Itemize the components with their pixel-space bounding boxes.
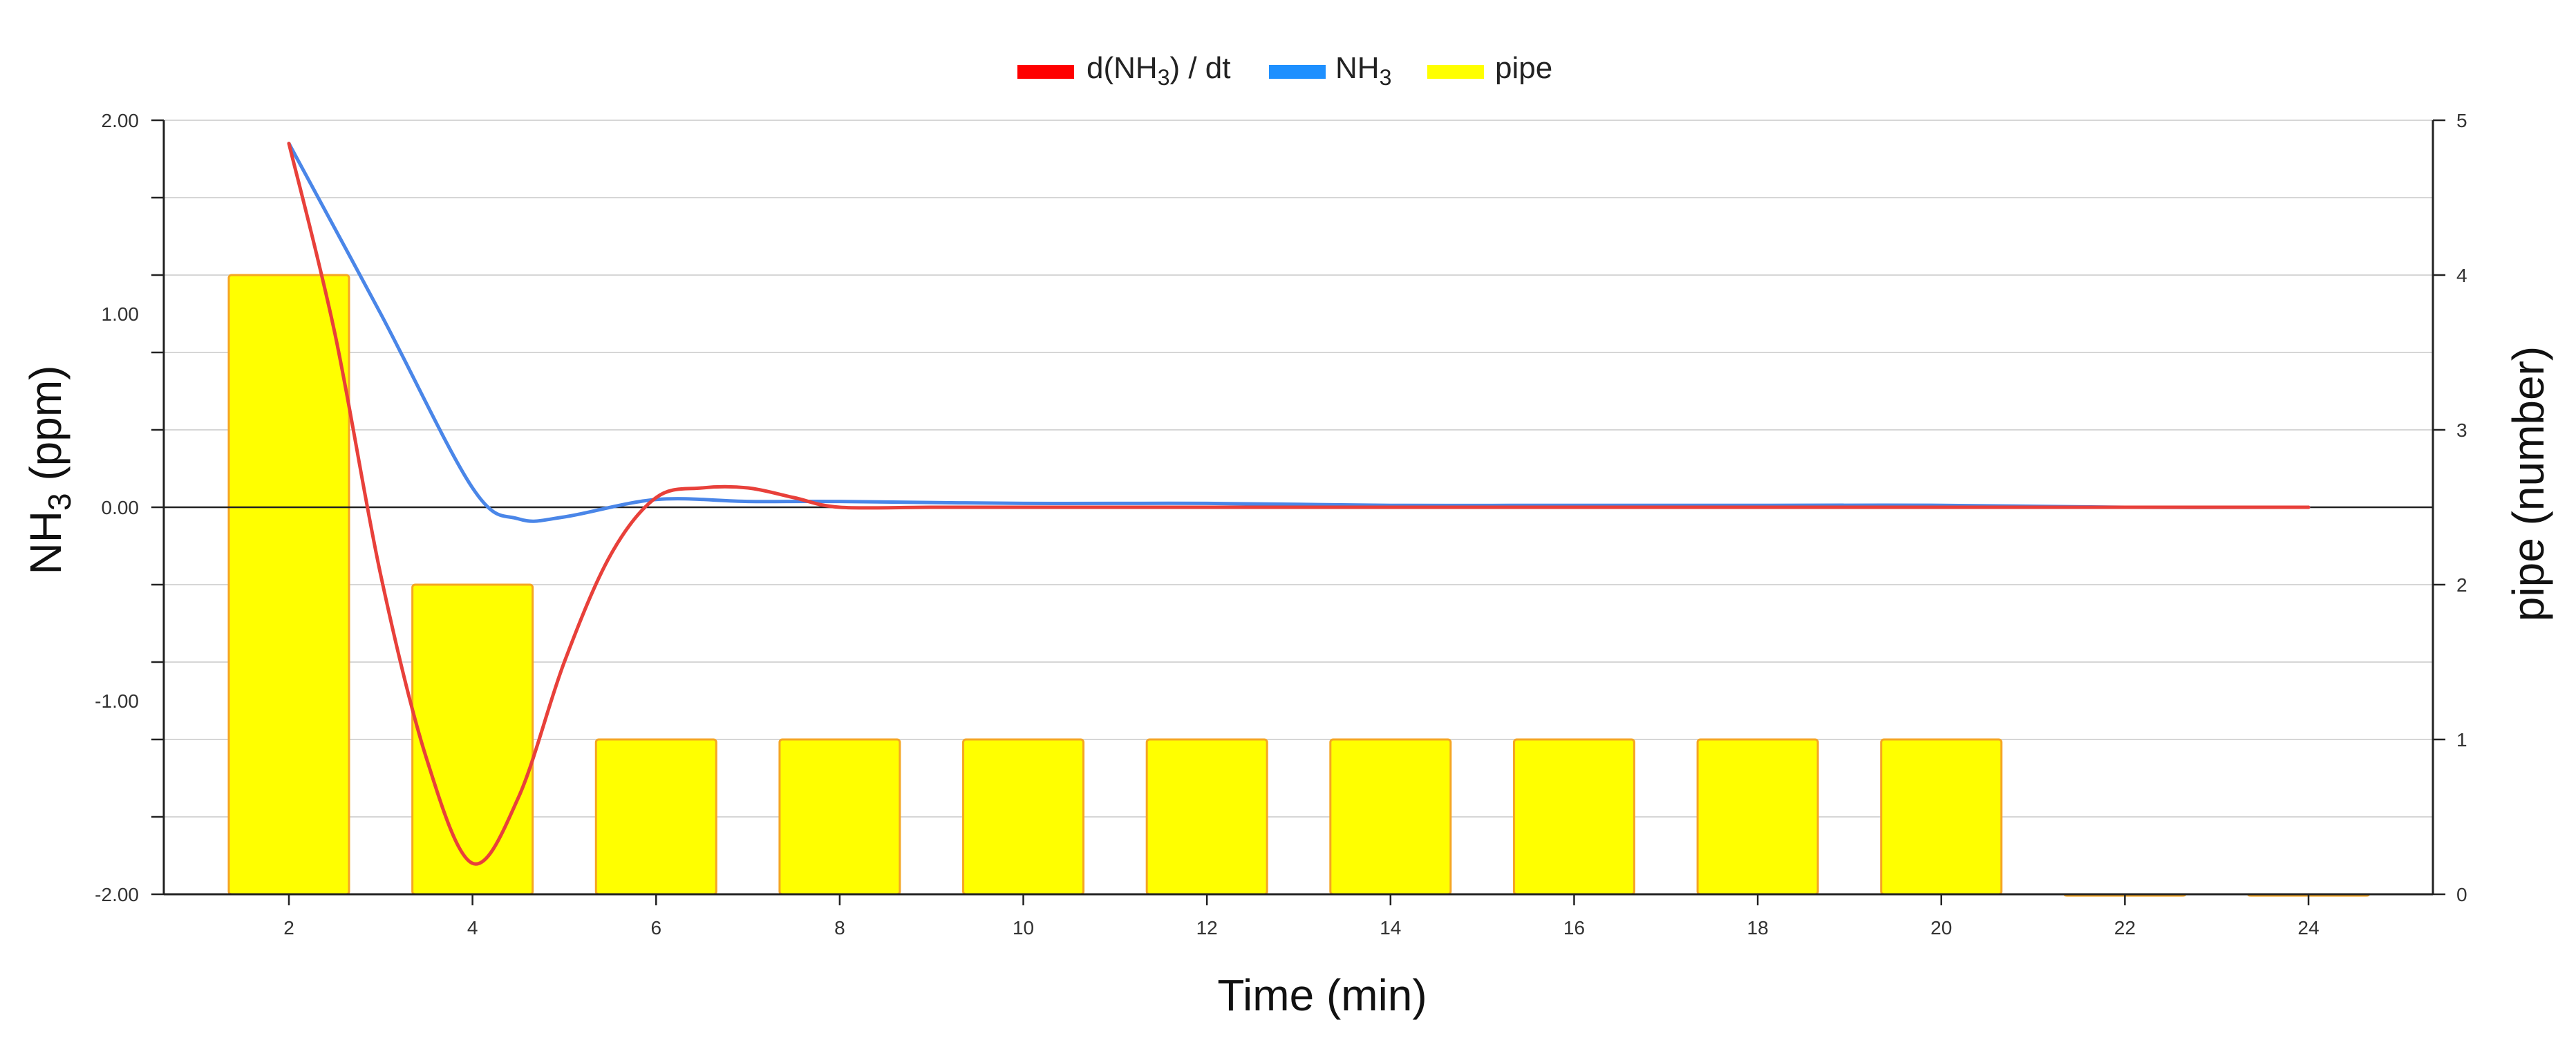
legend-label-derivative: d(NH3) / dt — [1087, 51, 1231, 90]
x-tick-label: 24 — [2297, 917, 2319, 938]
pipe-bar[interactable] — [1696, 738, 1819, 896]
x-tick-label: 2 — [283, 917, 294, 938]
x-tick-label: 14 — [1380, 917, 1401, 938]
legend-label-nh3: NH3 — [1335, 51, 1391, 90]
right-tick-label: 5 — [2456, 110, 2467, 131]
left-tick-label: 2.00 — [102, 110, 140, 131]
x-tick-label: 18 — [1747, 917, 1769, 938]
pipe-bar[interactable] — [778, 738, 901, 896]
left-tick-label: -2.00 — [95, 884, 139, 905]
y-axis-title-right: pipe (number) — [2503, 346, 2553, 621]
y-axis-title-left: NH3 (ppm) — [21, 366, 77, 575]
legend-item-nh3[interactable]: NH3 — [1269, 51, 1391, 90]
pipe-bar[interactable] — [227, 274, 350, 896]
pipe-bar[interactable] — [594, 738, 717, 896]
legend-item-derivative[interactable]: d(NH3) / dt — [1017, 51, 1231, 90]
pipe-bar[interactable] — [1880, 738, 2003, 896]
x-tick-label: 6 — [650, 917, 661, 938]
legend-swatch-derivative — [1017, 65, 1074, 79]
nh3-line[interactable] — [287, 142, 2311, 523]
right-tick-label: 4 — [2456, 265, 2467, 286]
x-tick-label: 12 — [1196, 917, 1218, 938]
x-tick-label: 20 — [1930, 917, 1952, 938]
legend-label-pipe: pipe — [1495, 51, 1552, 85]
pipe-bar[interactable] — [1512, 738, 1635, 896]
x-axis-title: Time (min) — [1217, 970, 1427, 1020]
x-tick-label: 22 — [2114, 917, 2136, 938]
right-tick-label: 1 — [2456, 729, 2467, 751]
pipe-bar[interactable] — [1145, 738, 1268, 896]
x-tick-label: 4 — [467, 917, 478, 938]
legend-swatch-pipe — [1427, 65, 1484, 79]
legend-item-pipe[interactable]: pipe — [1427, 51, 1552, 85]
right-tick-label: 0 — [2456, 884, 2467, 905]
left-tick-label: 0.00 — [102, 497, 140, 518]
legend-swatch-nh3 — [1269, 65, 1326, 79]
x-tick-label: 16 — [1563, 917, 1585, 938]
x-tick-label: 10 — [1013, 917, 1034, 938]
pipe-bar[interactable] — [1329, 738, 1452, 896]
left-tick-label: -1.00 — [95, 690, 139, 712]
series-lines — [287, 142, 2311, 866]
pipe-bar[interactable] — [962, 738, 1085, 896]
x-tick-label: 8 — [834, 917, 845, 938]
left-tick-label: 1.00 — [102, 303, 140, 325]
pipe-bar[interactable] — [411, 583, 534, 896]
right-tick-label: 3 — [2456, 419, 2467, 441]
right-tick-label: 2 — [2456, 574, 2467, 596]
derivative-line[interactable] — [287, 142, 2311, 866]
legend[interactable]: d(NH3) / dt NH3 pipe — [1017, 51, 1552, 90]
